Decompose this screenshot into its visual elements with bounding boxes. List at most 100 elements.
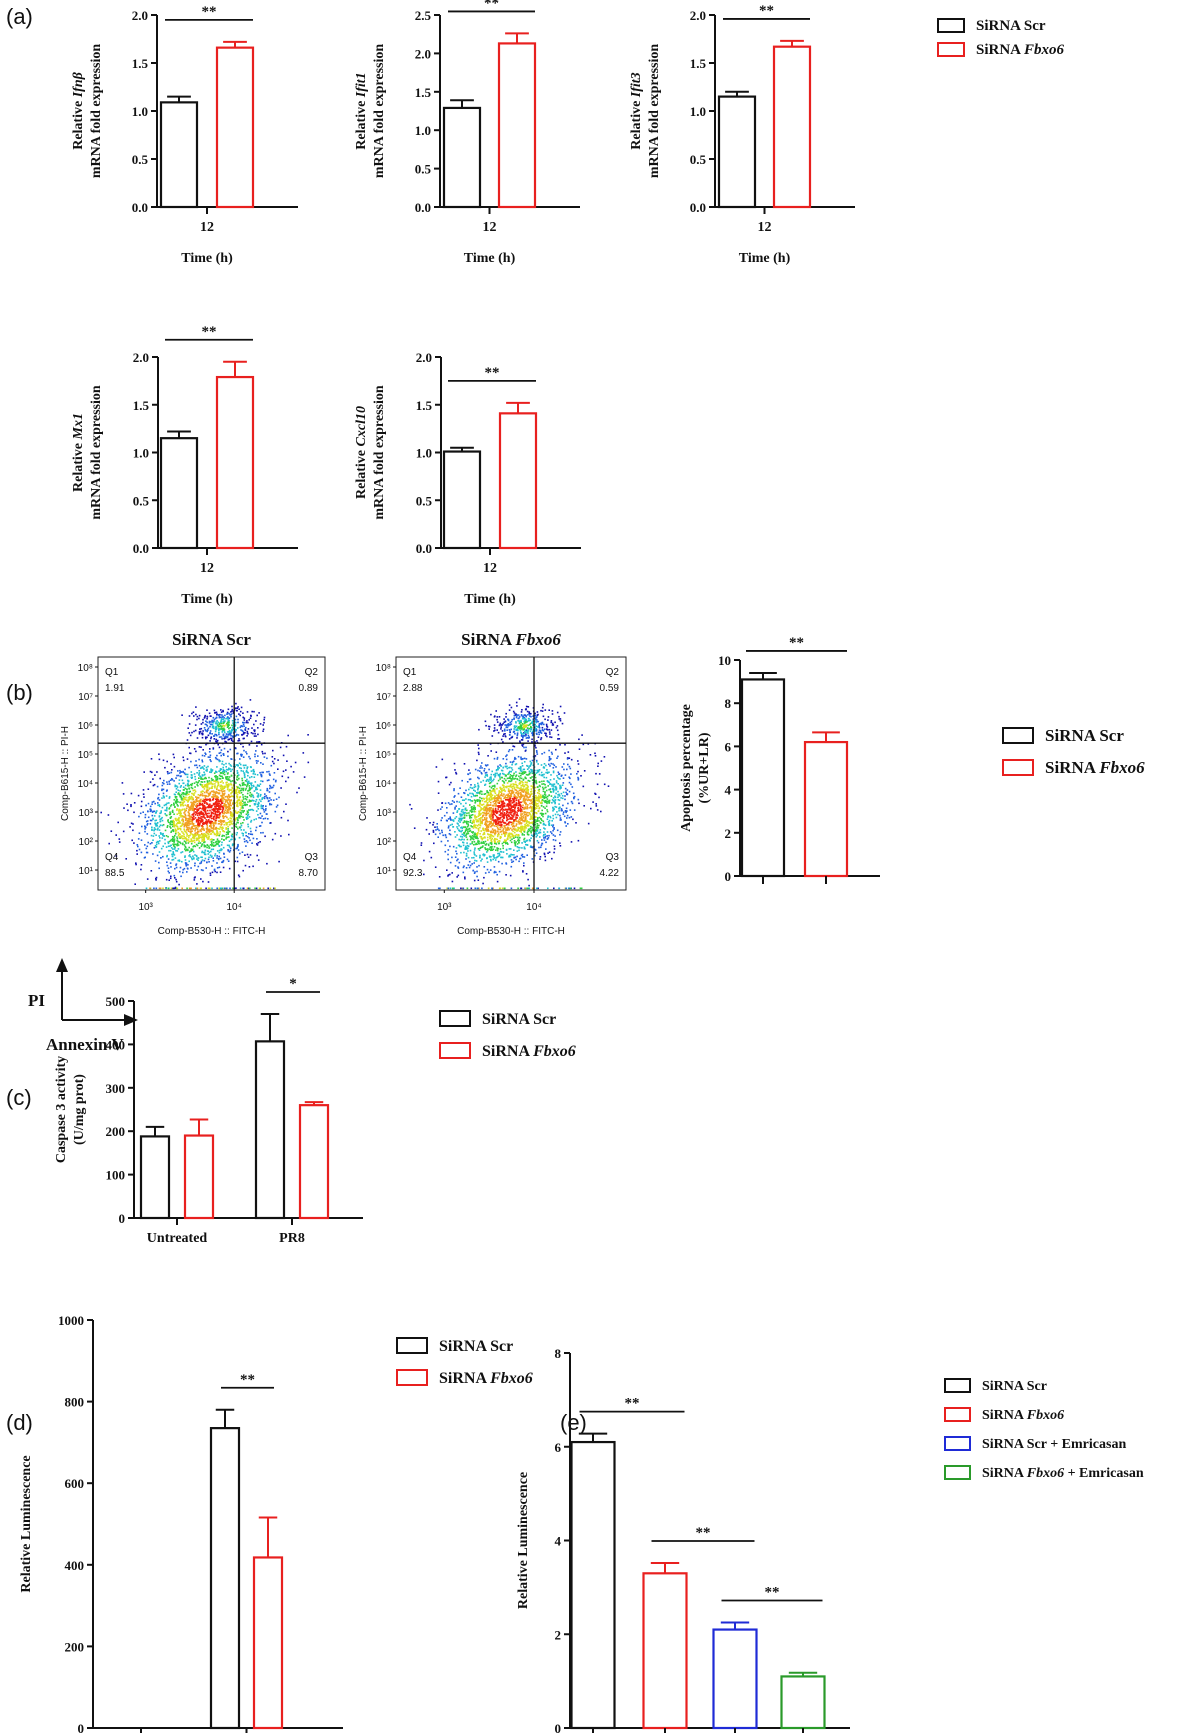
flow-event-dot: [503, 824, 505, 827]
flow-event-dot: [154, 802, 156, 805]
flow-event-dot: [175, 832, 177, 834]
flow-event-dot: [217, 811, 219, 814]
flow-event-dot: [211, 808, 214, 811]
flow-event-dot: [204, 810, 207, 813]
flow-event-dot: [492, 788, 495, 790]
flow-event-dot: [211, 726, 214, 729]
flow-event-dot: [166, 825, 169, 827]
flow-event-dot: [522, 817, 525, 819]
flow-event-dot: [230, 770, 232, 772]
x-category-label: PR8: [279, 1231, 305, 1246]
flow-event-dot: [174, 793, 177, 796]
flow-event-dot: [169, 877, 172, 880]
flow-event-dot: [523, 761, 526, 763]
flow-event-dot: [538, 788, 541, 791]
flow-event-dot: [189, 734, 192, 737]
flow-event-dot: [217, 792, 220, 795]
flow-event-dot: [457, 858, 459, 861]
flow-event-dot: [219, 812, 221, 814]
significance-label: **: [625, 1396, 640, 1412]
flow-event-dot: [184, 856, 186, 858]
flow-event-dot: [210, 777, 213, 780]
flow-event-dot: [498, 824, 501, 826]
flow-event-dot: [484, 840, 487, 843]
flow-event-dot: [238, 777, 240, 780]
flow-event-dot: [455, 773, 458, 775]
flow-event-dot: [266, 797, 269, 799]
flow-event-dot: [258, 802, 260, 805]
flow-event-dot: [246, 835, 249, 838]
flow-event-dot: [531, 808, 533, 811]
flow-event-dot: [243, 764, 245, 767]
flow-event-dot: [209, 748, 211, 750]
flow-event-dot: [479, 792, 481, 795]
y-tick-label: 800: [65, 1395, 85, 1410]
flow-event-dot: [570, 816, 573, 818]
flow-event-dot: [229, 768, 231, 770]
flow-event-dot: [204, 849, 207, 852]
flow-event-dot: [555, 806, 558, 808]
flow-event-dot: [245, 726, 247, 729]
flow-event-dot: [529, 827, 532, 830]
flow-event-dot: [531, 772, 534, 775]
flow-event-dot: [228, 733, 230, 736]
bar-1: [642, 1572, 688, 1730]
flow-event-dot: [225, 735, 228, 738]
flow-event-dot: [209, 730, 212, 732]
flow-event-dot: [223, 787, 226, 790]
flow-event-dot: [505, 874, 507, 876]
flow-event-dot: [500, 856, 502, 859]
flow-event-dot: [216, 862, 218, 864]
flow-event-dot: [255, 818, 257, 820]
flow-event-dot: [169, 822, 171, 824]
flow-event-dot: [244, 728, 246, 730]
flow-event-dot: [201, 820, 204, 823]
flow-event-dot: [238, 762, 241, 765]
flow-event-dot: [189, 823, 191, 825]
flow-event-dot: [203, 839, 205, 842]
flow-plot-fbxo6: SiRNA Fbxo6Q12.88Q20.59Q34.22Q492.310¹10…: [358, 630, 627, 937]
flow-event-dot: [164, 813, 166, 815]
flow-event-dot: [212, 824, 215, 826]
flow-event-dot: [222, 768, 225, 771]
flow-event-dot: [548, 788, 550, 791]
flow-event-dot: [170, 763, 172, 765]
flow-event-dot: [244, 864, 247, 867]
flow-event-dot: [235, 791, 237, 794]
flow-event-dot: [239, 789, 242, 792]
flow-event-dot: [544, 794, 547, 796]
flow-event-dot: [450, 781, 452, 784]
quadrant-q1-value: 1.91: [105, 683, 125, 694]
flow-event-dot: [457, 874, 460, 877]
flow-event-dot: [515, 799, 518, 802]
flow-event-dot: [531, 815, 534, 817]
flow-event-dot: [265, 807, 267, 810]
flow-event-dot: [215, 792, 217, 795]
flow-event-dot: [189, 854, 191, 856]
flow-event-dot: [495, 831, 497, 833]
flow-event-dot: [298, 787, 300, 789]
flow-event-dot: [136, 853, 138, 855]
flow-event-dot: [243, 717, 246, 719]
y-tick-label: 200: [106, 1124, 126, 1139]
flow-event-dot: [209, 822, 212, 824]
flow-event-dot: [471, 857, 473, 859]
flow-event-dot: [169, 839, 172, 842]
flow-event-dot: [223, 815, 225, 818]
flow-event-dot: [174, 877, 176, 879]
y-tick-label: 2.0: [690, 8, 706, 23]
flow-event-dot: [240, 801, 242, 803]
flow-event-dot: [493, 788, 496, 791]
flow-event-dot: [221, 841, 223, 844]
flow-event-dot: [209, 854, 212, 856]
flow-event-dot: [498, 833, 500, 836]
flow-event-dot: [224, 815, 227, 818]
bar-sirna-fbxo6-1: [252, 1556, 284, 1730]
flow-event-dot: [215, 817, 217, 819]
flow-event-dot: [530, 825, 532, 828]
flow-event-dot: [220, 728, 222, 730]
y-tick-label: 1.0: [690, 104, 706, 119]
flow-event-dot: [553, 851, 555, 854]
flow-event-dot: [526, 844, 529, 846]
